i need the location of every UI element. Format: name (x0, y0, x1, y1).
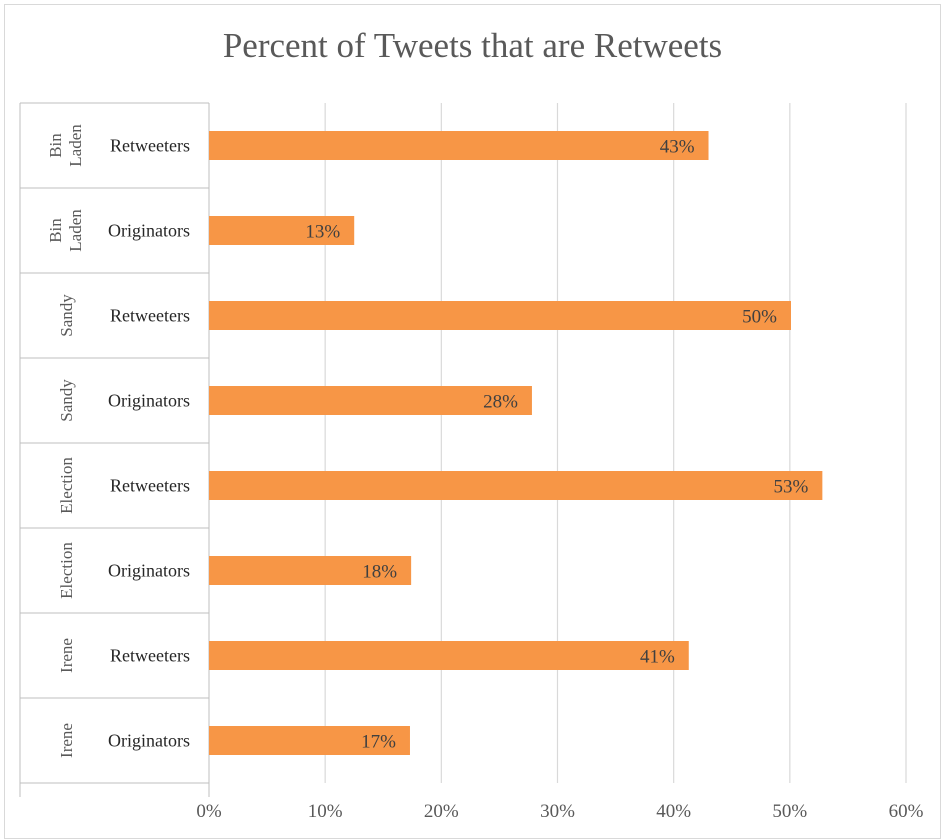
bar (209, 386, 532, 415)
category-label: Originators (108, 561, 190, 581)
data-label: 17% (361, 732, 396, 753)
x-tick-label: 0% (196, 801, 222, 822)
bar (209, 556, 412, 585)
data-label: 28% (483, 392, 518, 413)
x-tick-label: 10% (308, 801, 343, 822)
group-label: Irene (57, 638, 76, 673)
category-label: Retweeters (110, 476, 190, 496)
bar (209, 726, 410, 755)
group-label-part: Bin (46, 133, 65, 158)
x-tick-label: 40% (656, 801, 691, 822)
category-label: Retweeters (110, 646, 190, 666)
x-tick-label: 20% (424, 801, 459, 822)
category-label: Retweeters (110, 306, 190, 326)
bar (209, 216, 355, 245)
data-label: 18% (362, 562, 397, 583)
category-label: Originators (108, 731, 190, 751)
data-label: 41% (640, 647, 675, 668)
group-label: Election (57, 542, 76, 599)
x-tick-label: 30% (540, 801, 575, 822)
data-label: 53% (774, 477, 809, 498)
group-label: BinLaden (46, 209, 85, 252)
group-label: BinLaden (46, 124, 85, 167)
bar (209, 131, 709, 160)
group-label: Election (57, 457, 76, 514)
group-label-part: Laden (66, 209, 85, 252)
bar (209, 301, 791, 330)
category-label: Originators (108, 221, 190, 241)
group-label: Sandy (57, 379, 76, 422)
group-label: Sandy (57, 294, 76, 337)
data-label: 43% (660, 137, 695, 158)
group-label-part: Laden (66, 124, 85, 167)
x-tick-label: 50% (772, 801, 807, 822)
group-label: Irene (57, 723, 76, 758)
group-label-part: Bin (46, 218, 65, 243)
category-label: Originators (108, 391, 190, 411)
x-tick-label: 60% (889, 801, 924, 822)
data-label: 13% (305, 222, 340, 243)
chart-title: Percent of Tweets that are Retweets (222, 26, 723, 65)
bar (209, 641, 689, 670)
data-label: 50% (742, 307, 777, 328)
bar (209, 471, 823, 500)
category-label: Retweeters (110, 136, 190, 156)
